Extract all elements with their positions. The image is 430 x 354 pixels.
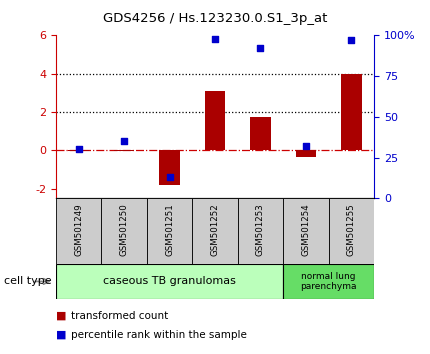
Text: caseous TB granulomas: caseous TB granulomas bbox=[103, 276, 236, 286]
Text: percentile rank within the sample: percentile rank within the sample bbox=[71, 330, 247, 339]
Text: cell type: cell type bbox=[4, 276, 52, 286]
Bar bbox=[101, 198, 147, 264]
Bar bbox=[205, 91, 225, 150]
Bar bbox=[56, 264, 283, 299]
Bar bbox=[159, 150, 180, 185]
Text: transformed count: transformed count bbox=[71, 311, 168, 321]
Bar bbox=[192, 198, 238, 264]
Bar bbox=[238, 198, 283, 264]
Bar bbox=[250, 117, 271, 150]
Point bbox=[348, 38, 355, 43]
Text: GSM501254: GSM501254 bbox=[301, 203, 310, 256]
Bar bbox=[341, 74, 362, 150]
Text: GDS4256 / Hs.123230.0.S1_3p_at: GDS4256 / Hs.123230.0.S1_3p_at bbox=[103, 12, 327, 25]
Point bbox=[166, 174, 173, 180]
Text: GSM501252: GSM501252 bbox=[211, 203, 219, 256]
Text: normal lung
parenchyma: normal lung parenchyma bbox=[301, 272, 357, 291]
Bar bbox=[114, 150, 134, 151]
Text: GSM501253: GSM501253 bbox=[256, 203, 265, 256]
Point bbox=[212, 36, 218, 41]
Text: GSM501255: GSM501255 bbox=[347, 203, 356, 256]
Bar bbox=[56, 198, 101, 264]
Point bbox=[121, 138, 128, 144]
Bar bbox=[147, 198, 192, 264]
Text: GSM501249: GSM501249 bbox=[74, 203, 83, 256]
Bar bbox=[68, 150, 89, 151]
Text: GSM501251: GSM501251 bbox=[165, 203, 174, 256]
Text: ■: ■ bbox=[56, 330, 66, 339]
Point bbox=[257, 46, 264, 51]
Text: GSM501250: GSM501250 bbox=[120, 203, 129, 256]
Bar bbox=[283, 198, 329, 264]
Bar bbox=[296, 150, 316, 157]
Point bbox=[302, 143, 309, 149]
Bar bbox=[283, 264, 374, 299]
Point bbox=[75, 147, 82, 152]
Bar bbox=[329, 198, 374, 264]
Text: ■: ■ bbox=[56, 311, 66, 321]
